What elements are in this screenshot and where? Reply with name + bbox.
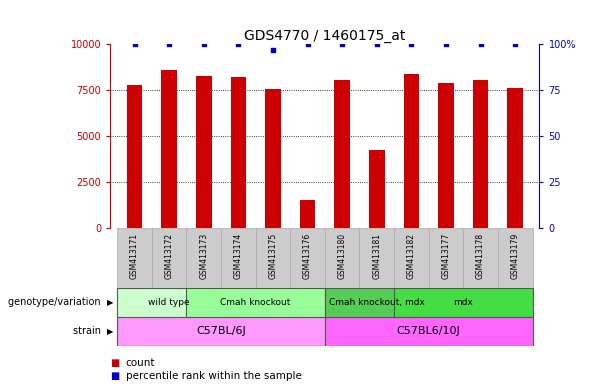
Text: GSM413179: GSM413179 <box>511 233 520 280</box>
Text: ▶: ▶ <box>107 327 114 336</box>
Text: C57BL6/10J: C57BL6/10J <box>397 326 460 336</box>
Bar <box>335 80 350 228</box>
Point <box>406 41 416 47</box>
Bar <box>117 317 325 346</box>
Text: Cmah knockout: Cmah knockout <box>221 298 291 307</box>
Bar <box>325 288 428 317</box>
Text: wild type: wild type <box>148 298 190 307</box>
Bar <box>403 74 419 228</box>
Bar <box>230 77 246 228</box>
Bar <box>473 80 489 228</box>
Text: GSM413182: GSM413182 <box>407 233 416 279</box>
Text: Cmah knockout, mdx: Cmah knockout, mdx <box>329 298 425 307</box>
Bar <box>325 317 533 346</box>
Text: GSM413174: GSM413174 <box>234 233 243 280</box>
Text: GSM413171: GSM413171 <box>130 233 139 280</box>
Bar <box>394 228 428 288</box>
Bar <box>256 228 291 288</box>
Point <box>303 41 313 47</box>
Point <box>234 41 243 47</box>
Bar <box>325 228 359 288</box>
Text: ■: ■ <box>110 358 120 368</box>
Text: ▶: ▶ <box>107 298 114 307</box>
Text: ■: ■ <box>110 371 120 381</box>
Bar <box>127 85 142 228</box>
Point <box>441 41 451 47</box>
Text: mdx: mdx <box>454 298 473 307</box>
Bar <box>152 228 186 288</box>
Text: strain: strain <box>73 326 104 336</box>
Point <box>476 41 485 47</box>
Text: C57BL/6J: C57BL/6J <box>196 326 246 336</box>
Text: GSM413180: GSM413180 <box>338 233 347 280</box>
Bar <box>221 228 256 288</box>
Bar <box>300 200 315 228</box>
Point <box>372 41 382 47</box>
Bar <box>265 89 281 228</box>
Text: GSM413177: GSM413177 <box>441 233 451 280</box>
Bar <box>291 228 325 288</box>
Bar <box>186 288 325 317</box>
Bar <box>428 228 463 288</box>
Text: GSM413172: GSM413172 <box>165 233 173 280</box>
Bar <box>498 228 533 288</box>
Bar <box>117 288 221 317</box>
Text: GSM413176: GSM413176 <box>303 233 312 280</box>
Point <box>510 41 520 47</box>
Bar <box>508 88 523 228</box>
Bar <box>369 150 384 228</box>
Text: genotype/variation: genotype/variation <box>9 297 104 308</box>
Text: GSM413181: GSM413181 <box>372 233 381 279</box>
Point <box>337 41 347 47</box>
Title: GDS4770 / 1460175_at: GDS4770 / 1460175_at <box>244 29 406 43</box>
Bar <box>161 70 177 228</box>
Text: GSM413173: GSM413173 <box>199 233 208 280</box>
Bar <box>438 83 454 228</box>
Bar <box>196 76 211 228</box>
Text: percentile rank within the sample: percentile rank within the sample <box>126 371 302 381</box>
Bar <box>117 228 152 288</box>
Bar <box>463 228 498 288</box>
Point <box>268 46 278 53</box>
Point <box>130 41 140 47</box>
Bar <box>186 228 221 288</box>
Bar <box>394 288 533 317</box>
Text: GSM413178: GSM413178 <box>476 233 485 280</box>
Point <box>199 41 208 47</box>
Point <box>164 41 174 47</box>
Text: count: count <box>126 358 155 368</box>
Bar <box>359 228 394 288</box>
Text: GSM413175: GSM413175 <box>268 233 278 280</box>
